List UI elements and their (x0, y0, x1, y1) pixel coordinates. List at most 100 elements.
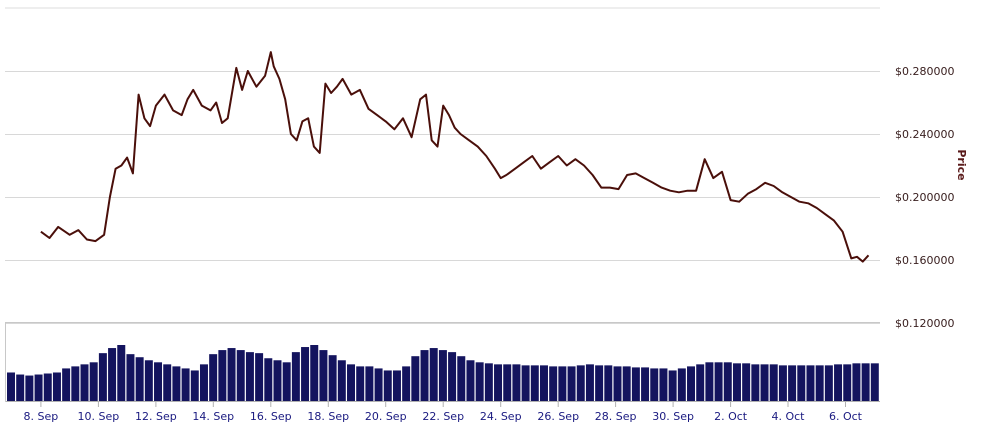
volume-bar (567, 366, 576, 401)
volume-bar (218, 350, 227, 401)
y-tick-label: $0.160000 (895, 254, 955, 267)
volume-bar (154, 362, 163, 401)
volume-bar (861, 363, 870, 401)
volume-bar (135, 357, 144, 401)
volume-bar (273, 360, 282, 401)
volume-bar (25, 375, 34, 401)
x-tick-label: 30. Sep (652, 410, 694, 423)
volume-bar (392, 370, 401, 401)
volume-bar (310, 345, 319, 401)
x-tick-label: 4. Oct (771, 410, 805, 423)
volume-bar (172, 366, 181, 401)
volume-bar (576, 365, 585, 401)
volume-bar (374, 368, 383, 401)
x-tick-label: 16. Sep (250, 410, 292, 423)
volume-bar (769, 364, 778, 401)
volume-bar (89, 362, 98, 401)
volume-bar (227, 348, 236, 401)
volume-bar (255, 353, 264, 401)
volume-bar (705, 362, 714, 401)
x-tick-label: 28. Sep (595, 410, 637, 423)
volume-bar (466, 360, 475, 401)
x-axis-ticks: 8. Sep 10. Sep 12. Sep 14. Sep 16. Sep 18. Se… (24, 402, 863, 423)
volume-bar (585, 364, 594, 401)
volume-bar (126, 354, 135, 401)
volume-bar (347, 364, 355, 401)
volume-bar (742, 363, 751, 401)
volume-bar (16, 374, 25, 401)
y-tick-label: $0.120000 (895, 317, 955, 330)
volume-bar (668, 370, 677, 401)
volume-bar (181, 368, 190, 401)
volume-bar (264, 358, 273, 401)
volume-bar (843, 364, 852, 401)
volume-bar (301, 347, 310, 401)
volume-bar (356, 366, 365, 401)
volume-bar (337, 360, 346, 401)
volume-bar (613, 366, 622, 401)
volume-bar (34, 374, 43, 401)
price-line (40, 51, 870, 263)
grid-lines (5, 7, 880, 402)
volume-bar (659, 368, 668, 401)
volume-bar (521, 365, 530, 401)
volume-bar (714, 362, 723, 401)
volume-bar (512, 364, 521, 401)
volume-bar (98, 353, 107, 401)
volume-bar (558, 366, 567, 401)
volume-bar (282, 362, 291, 401)
volume-bar (732, 363, 741, 401)
x-tick-label: 26. Sep (537, 410, 579, 423)
y-axis-ticks: $0.120000 $0.160000 $0.200000 $0.240000 $0.2… (895, 65, 955, 330)
volume-bar (457, 356, 466, 401)
x-tick-label: 14. Sep (192, 410, 234, 423)
volume-bar (411, 356, 420, 401)
volume-bar (834, 364, 843, 401)
volume-bar (108, 348, 117, 401)
volume-bar (650, 368, 659, 401)
volume-bar (236, 350, 245, 401)
price-series (40, 51, 870, 263)
volume-bar (539, 365, 548, 401)
x-tick-label: 8. Sep (24, 410, 59, 423)
x-tick-label: 22. Sep (422, 410, 464, 423)
volume-bar (163, 364, 172, 401)
x-tick-label: 10. Sep (78, 410, 120, 423)
volume-bar (62, 368, 71, 401)
volume-bar (815, 365, 824, 401)
volume-bar (641, 367, 650, 401)
volume-bar (71, 366, 80, 401)
y-axis-label: Price (955, 149, 968, 180)
volume-bar (117, 345, 126, 401)
volume-bar (484, 363, 493, 401)
x-tick-label: 2. Oct (714, 410, 748, 423)
volume-bar (824, 365, 833, 401)
volume-bar (723, 362, 732, 401)
volume-bar (43, 373, 52, 401)
volume-bar (595, 365, 604, 401)
volume-bar (144, 360, 153, 401)
volume-bar (438, 350, 447, 401)
volume-bar (383, 370, 392, 401)
volume-bar (328, 355, 337, 401)
volume-bars (7, 345, 879, 401)
volume-bar (631, 367, 640, 401)
volume-bar (760, 364, 769, 401)
volume-bar (549, 366, 558, 401)
volume-bar (677, 368, 686, 401)
volume-bar (209, 354, 218, 401)
volume-bar (788, 365, 797, 401)
volume-bar (291, 352, 300, 401)
volume-bar (80, 364, 89, 401)
y-tick-label: $0.280000 (895, 65, 955, 78)
volume-bar (402, 366, 411, 401)
volume-bar (319, 350, 328, 401)
y-tick-label: $0.200000 (895, 191, 955, 204)
volume-bar (420, 350, 429, 401)
x-tick-label: 12. Sep (135, 410, 177, 423)
x-tick-label: 20. Sep (365, 410, 407, 423)
volume-bar (852, 363, 861, 401)
volume-bar (503, 364, 512, 401)
x-tick-label: 24. Sep (480, 410, 522, 423)
